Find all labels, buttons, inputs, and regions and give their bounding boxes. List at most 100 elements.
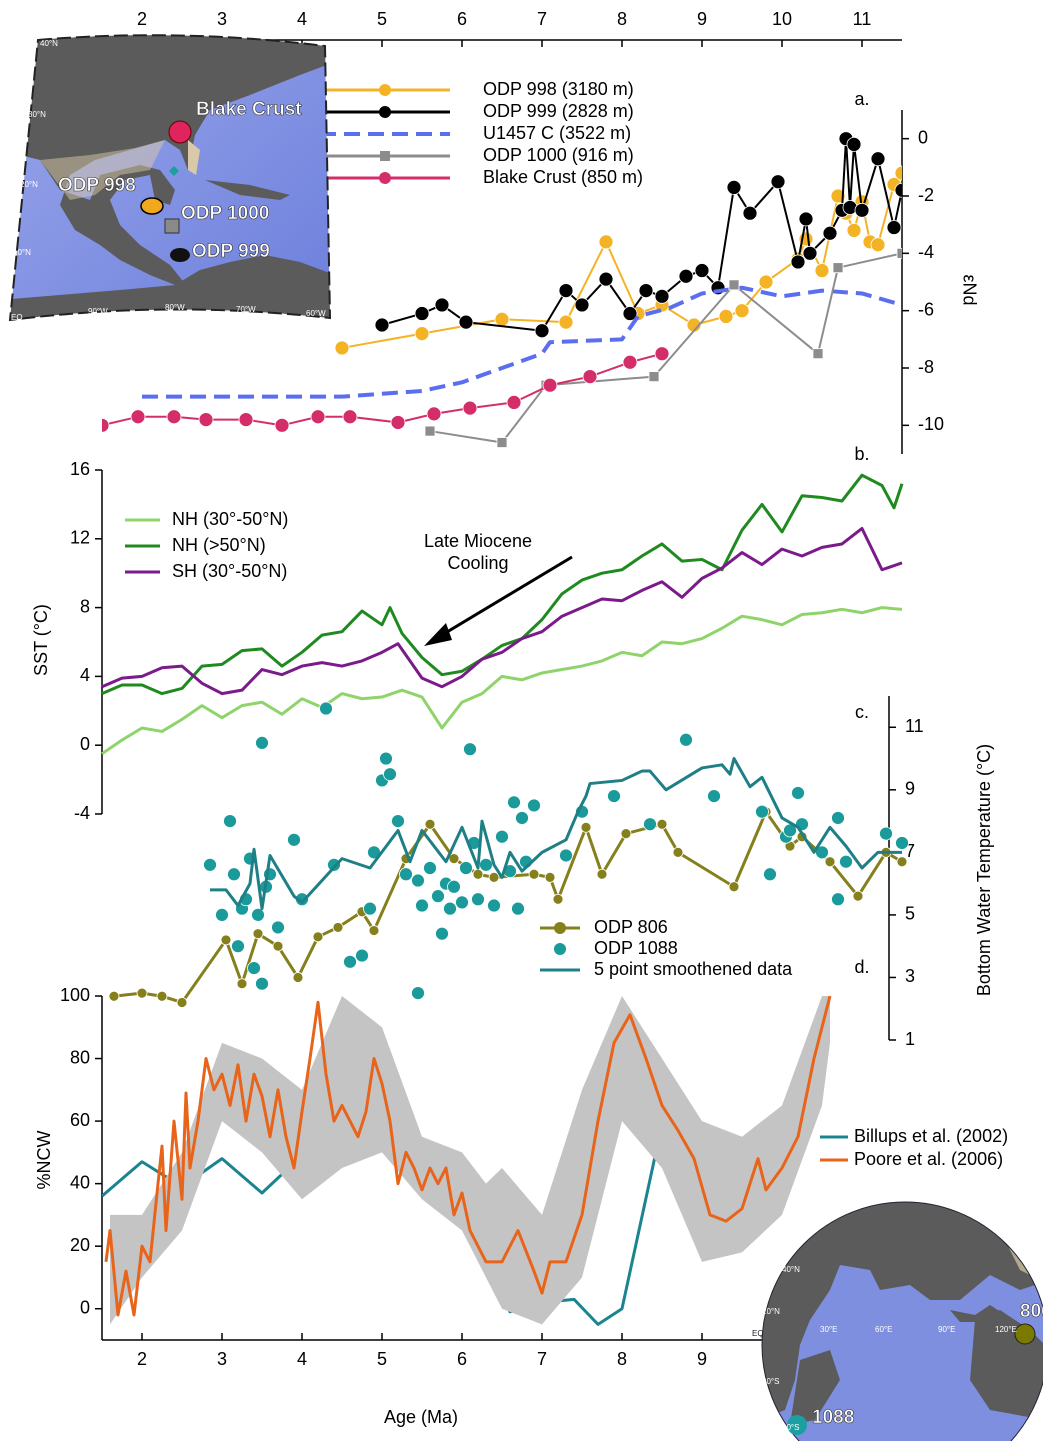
y-tick-label: 80 — [70, 1047, 90, 1067]
data-point — [288, 833, 301, 846]
x-tick-label: 3 — [217, 9, 227, 29]
data-point — [252, 908, 265, 921]
data-point — [813, 349, 823, 359]
legend-label: ODP 806 — [594, 917, 668, 937]
panel-label: a. — [854, 89, 869, 109]
x-tick-label: 11 — [853, 9, 872, 29]
data-point — [95, 418, 109, 432]
annotation: Cooling — [447, 553, 508, 573]
site-marker — [165, 219, 179, 233]
data-point — [764, 868, 777, 881]
data-point — [516, 811, 529, 824]
annotation: Late Miocene — [424, 531, 532, 551]
data-point — [448, 880, 461, 893]
data-point — [673, 847, 683, 857]
x-tick-label: 3 — [217, 1349, 227, 1369]
data-point — [273, 941, 283, 951]
y-tick-label: -4 — [74, 803, 90, 823]
data-point — [871, 238, 885, 252]
data-point — [204, 858, 217, 871]
data-point — [825, 857, 835, 867]
series-line — [102, 608, 902, 754]
series-line — [342, 173, 902, 348]
data-point — [895, 183, 909, 197]
data-point — [655, 289, 669, 303]
data-point — [109, 991, 119, 1001]
y-tick-label: -4 — [918, 242, 934, 262]
legend-label: ODP 1088 — [594, 938, 678, 958]
data-point — [496, 830, 509, 843]
legend-label: ODP 998 (3180 m) — [483, 79, 634, 99]
x-tick-label: 8 — [617, 1349, 627, 1369]
data-point — [759, 275, 773, 289]
data-point — [847, 137, 861, 151]
legend-label: U1457 C (3522 m) — [483, 123, 631, 143]
map-caribbean: Blake Crust ODP 998 ODP 1000 ODP 999 40°… — [0, 30, 340, 332]
data-point — [735, 304, 749, 318]
data-point — [853, 891, 863, 901]
data-point — [583, 370, 597, 384]
legend-marker — [379, 172, 391, 184]
map-label: ODP 999 — [192, 241, 270, 262]
data-point — [847, 223, 861, 237]
y-tick-label: 40 — [70, 1172, 90, 1192]
data-point — [256, 736, 269, 749]
data-point — [529, 869, 539, 879]
map-grid-label: 120°E — [995, 1325, 1017, 1334]
data-point — [608, 790, 621, 803]
data-point — [599, 272, 613, 286]
x-tick-label: 5 — [377, 1349, 387, 1369]
data-point — [400, 868, 413, 881]
data-point — [333, 922, 343, 932]
data-point — [432, 890, 445, 903]
legend-label: Poore et al. (2006) — [854, 1149, 1003, 1169]
y-tick-label: 1 — [905, 1029, 915, 1049]
data-point — [256, 977, 269, 990]
y-tick-label: 8 — [80, 596, 90, 616]
data-point — [375, 318, 389, 332]
data-point — [177, 997, 187, 1007]
data-point — [597, 869, 607, 879]
data-point — [488, 899, 501, 912]
data-point — [695, 264, 709, 278]
y-tick-label: 3 — [905, 966, 915, 986]
data-point — [425, 426, 435, 436]
data-point — [599, 235, 613, 249]
x-axis-label: Age (Ma) — [384, 1407, 458, 1427]
data-point — [756, 805, 769, 818]
data-point — [897, 857, 907, 867]
arrow-head — [424, 623, 452, 646]
y-axis-label: Bottom Water Temperature (°C) — [974, 744, 994, 996]
data-point — [320, 702, 333, 715]
data-point — [840, 855, 853, 868]
map-label: ODP 1000 — [181, 203, 269, 224]
legend-label: ODP 999 (2828 m) — [483, 101, 634, 121]
data-layer — [102, 996, 830, 1324]
data-point — [472, 893, 485, 906]
data-point — [581, 822, 591, 832]
data-point — [639, 284, 653, 298]
data-point — [855, 203, 869, 217]
y-tick-label: 100 — [60, 985, 90, 1005]
y-tick-label: 60 — [70, 1110, 90, 1130]
y-tick-label: 9 — [905, 779, 915, 799]
data-point — [771, 175, 785, 189]
data-point — [832, 811, 845, 824]
y-tick-label: 5 — [905, 904, 915, 924]
map-grid-label: 70°W — [236, 305, 256, 314]
data-point — [444, 902, 457, 915]
data-point — [559, 315, 573, 329]
map-grid-label: EQ — [11, 313, 23, 322]
map-grid-label: 20°S — [762, 1377, 779, 1386]
data-point — [384, 768, 397, 781]
x-tick-label: 4 — [297, 1349, 307, 1369]
map-label: ODP 998 — [58, 175, 136, 196]
data-point — [435, 298, 449, 312]
figure: 0-2-4-6-8-10εNd234567891011a.ODP 998 (31… — [0, 0, 1043, 1441]
map-grid-label: 40°N — [782, 1265, 800, 1274]
legend-marker — [554, 922, 566, 934]
x-tick-label: 6 — [457, 9, 467, 29]
x-tick-label: 7 — [537, 1349, 547, 1369]
series-line — [102, 354, 662, 426]
data-point — [823, 226, 837, 240]
